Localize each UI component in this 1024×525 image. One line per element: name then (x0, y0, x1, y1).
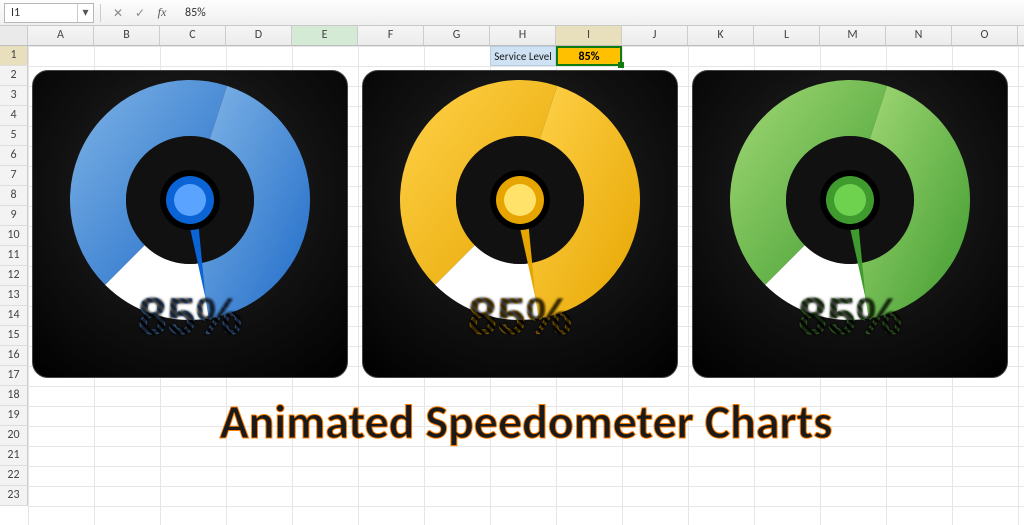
gauge-value-label: 85% (363, 287, 677, 347)
row-header[interactable]: 9 (0, 206, 28, 226)
row-header[interactable]: 14 (0, 306, 28, 326)
row-header[interactable]: 8 (0, 186, 28, 206)
row-header[interactable]: 13 (0, 286, 28, 306)
fx-icon[interactable]: fx (151, 3, 173, 23)
active-cell[interactable]: 85% (556, 46, 622, 66)
service-level-label-cell: Service Level (490, 46, 556, 66)
column-headers: ABCDEFGHIJKLMNO (0, 26, 1024, 46)
column-header[interactable]: L (754, 26, 820, 45)
row-header[interactable]: 15 (0, 326, 28, 346)
grid-area: 1234567891011121314151617181920212223 Se… (0, 46, 1024, 525)
row-header[interactable]: 2 (0, 66, 28, 86)
fill-handle[interactable] (618, 62, 624, 68)
gauges-row: 85% 85% 85% (32, 70, 1008, 378)
formula-input[interactable]: 85% (181, 6, 1000, 20)
row-header[interactable]: 21 (0, 446, 28, 466)
column-header[interactable]: N (886, 26, 952, 45)
column-header[interactable]: D (226, 26, 292, 45)
column-header[interactable]: O (952, 26, 1018, 45)
select-all-corner[interactable] (0, 26, 28, 45)
cancel-icon[interactable]: ✕ (107, 3, 129, 23)
column-header[interactable]: K (688, 26, 754, 45)
gauge-value-label: 85% (33, 287, 347, 347)
column-header[interactable]: M (820, 26, 886, 45)
speedometer-gauge: 85% (692, 70, 1008, 378)
row-header[interactable]: 11 (0, 246, 28, 266)
column-header[interactable]: A (28, 26, 94, 45)
page-title: Animated Speedometer Charts (28, 392, 1024, 451)
column-header[interactable]: H (490, 26, 556, 45)
row-header[interactable]: 17 (0, 366, 28, 386)
row-header[interactable]: 1 (0, 46, 28, 66)
name-box-dropdown-icon[interactable]: ▾ (77, 4, 93, 22)
column-header[interactable]: G (424, 26, 490, 45)
separator (100, 4, 101, 22)
row-header[interactable]: 20 (0, 426, 28, 446)
name-box-value: I1 (5, 6, 77, 20)
speedometer-gauge: 85% (362, 70, 678, 378)
row-header[interactable]: 6 (0, 146, 28, 166)
column-header[interactable]: I (556, 26, 622, 45)
column-header[interactable]: J (622, 26, 688, 45)
cells-area[interactable]: Service Level 85% 85% 85% 85% Animated Spe… (28, 46, 1024, 525)
row-header[interactable]: 23 (0, 486, 28, 506)
active-cell-value: 85% (579, 50, 600, 64)
name-box[interactable]: I1 ▾ (4, 3, 94, 23)
row-header[interactable]: 22 (0, 466, 28, 486)
confirm-icon[interactable]: ✓ (129, 3, 151, 23)
gauge-value-label: 85% (693, 287, 1007, 347)
column-header[interactable]: C (160, 26, 226, 45)
row-header[interactable]: 4 (0, 106, 28, 126)
column-header[interactable]: B (94, 26, 160, 45)
row-header[interactable]: 12 (0, 266, 28, 286)
column-header[interactable]: E (292, 26, 358, 45)
service-level-label-text: Service Level (494, 50, 551, 63)
row-header[interactable]: 16 (0, 346, 28, 366)
row-header[interactable]: 19 (0, 406, 28, 426)
row-headers: 1234567891011121314151617181920212223 (0, 46, 28, 525)
row-header[interactable]: 10 (0, 226, 28, 246)
formula-bar: I1 ▾ ✕ ✓ fx 85% (0, 0, 1024, 26)
speedometer-gauge: 85% (32, 70, 348, 378)
row-header[interactable]: 7 (0, 166, 28, 186)
row-header[interactable]: 3 (0, 86, 28, 106)
row-header[interactable]: 18 (0, 386, 28, 406)
page-title-text: Animated Speedometer Charts (220, 392, 833, 451)
column-header[interactable]: F (358, 26, 424, 45)
row-header[interactable]: 5 (0, 126, 28, 146)
